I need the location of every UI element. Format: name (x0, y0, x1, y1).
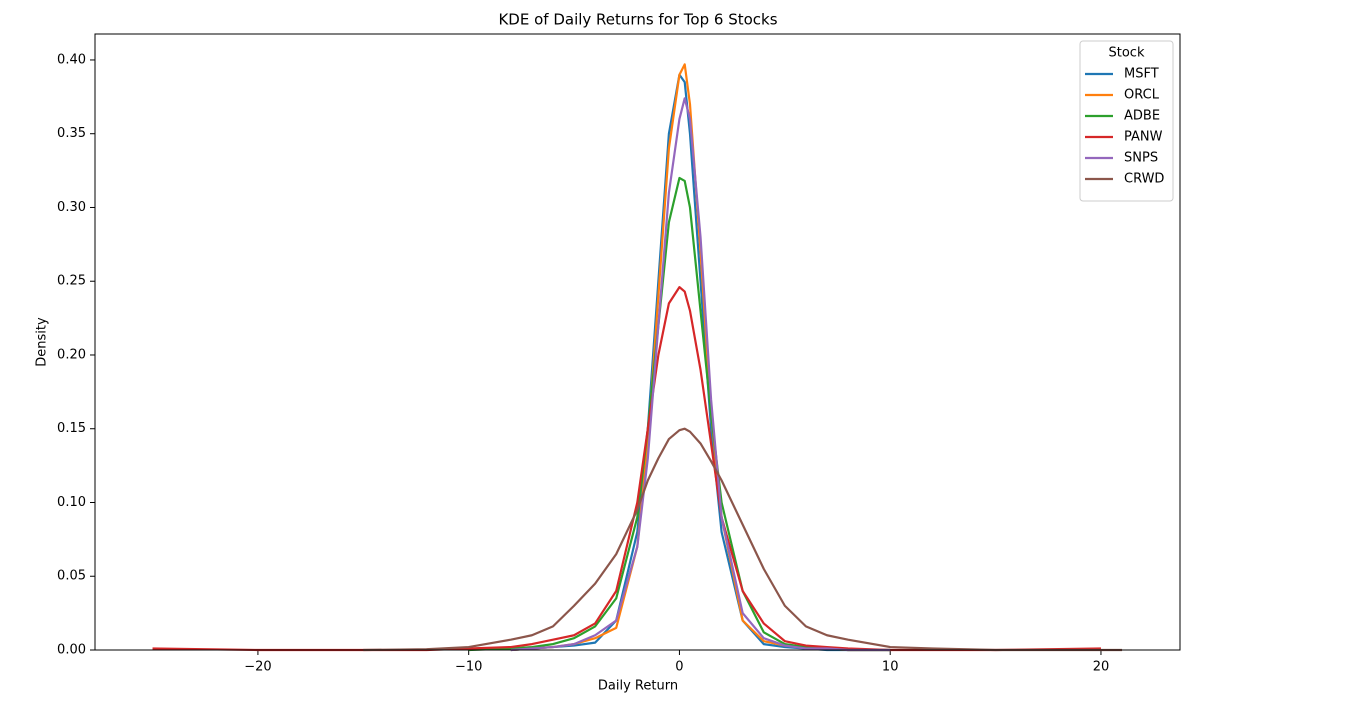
series-line (468, 176, 891, 652)
y-tick-label: 0.00 (57, 643, 86, 658)
x-tick-label: 0 (675, 660, 683, 675)
y-axis-label: Density (35, 317, 50, 367)
legend-label: SNPS (1124, 151, 1158, 166)
series-line (363, 427, 1123, 652)
x-tick-label: −20 (244, 660, 271, 675)
legend-label: CRWD (1124, 172, 1164, 187)
y-tick-label: 0.25 (57, 274, 86, 289)
x-tick-label: 10 (882, 660, 899, 675)
series-line (510, 73, 891, 652)
legend-label: ORCL (1124, 88, 1160, 103)
y-tick-label: 0.05 (57, 569, 86, 584)
y-tick-label: 0.40 (57, 52, 86, 67)
x-tick-label: 20 (1093, 660, 1110, 675)
y-tick-label: 0.20 (57, 347, 86, 362)
x-axis-label: Daily Return (598, 679, 678, 694)
plot-frame (94, 33, 1181, 651)
chart-title: KDE of Daily Returns for Top 6 Stocks (498, 11, 777, 29)
legend-box (1079, 40, 1174, 202)
y-tick-label: 0.15 (57, 421, 86, 436)
y-tick-label: 0.35 (57, 126, 86, 141)
y-tick-label: 0.10 (57, 495, 86, 510)
x-tick-label: −10 (455, 660, 482, 675)
legend-label: ADBE (1124, 109, 1160, 124)
series-line (152, 286, 1101, 652)
series-line (510, 63, 891, 652)
legend-label: MSFT (1124, 67, 1159, 82)
y-tick-label: 0.30 (57, 200, 86, 215)
series-line (510, 97, 891, 652)
legend-label: PANW (1124, 130, 1163, 145)
legend: Stock MSFT ORCL ADBE PANW SNPS CRWD (1079, 40, 1174, 202)
legend-title: Stock (1109, 46, 1145, 61)
